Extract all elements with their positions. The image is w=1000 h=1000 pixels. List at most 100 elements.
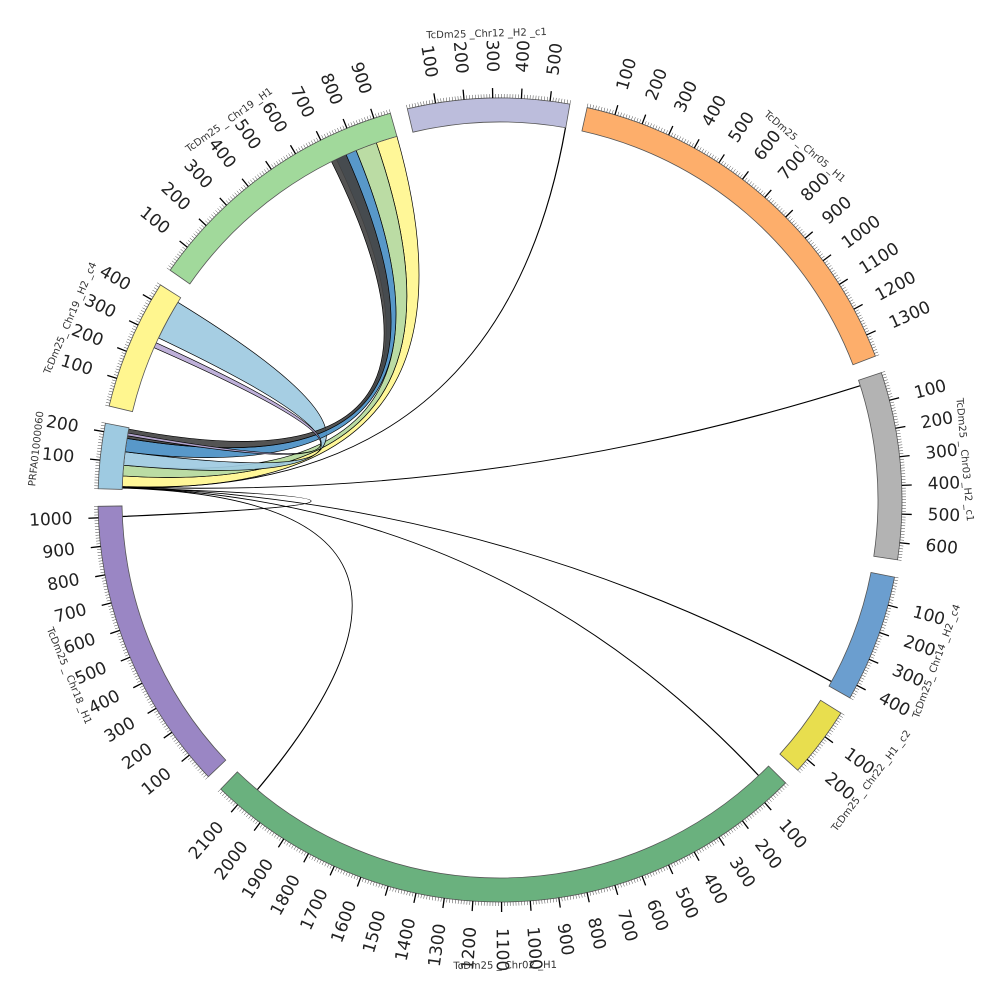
minor-tick — [890, 404, 895, 407]
minor-tick — [848, 296, 852, 300]
minor-tick — [892, 585, 897, 587]
minor-tick — [766, 800, 770, 804]
minor-tick — [578, 894, 580, 899]
minor-tick — [657, 869, 660, 874]
tick-label: 100 — [136, 203, 174, 239]
minor-tick — [370, 880, 372, 885]
minor-tick — [286, 841, 289, 846]
minor-tick — [846, 294, 851, 297]
minor-tick — [606, 887, 608, 892]
minor-tick — [622, 882, 625, 887]
minor-tick — [109, 610, 114, 613]
minor-tick — [897, 556, 902, 558]
minor-tick — [872, 346, 877, 349]
minor-tick — [264, 827, 268, 832]
minor-tick — [173, 739, 178, 742]
minor-tick — [293, 846, 297, 850]
minor-tick — [105, 404, 110, 407]
minor-tick — [676, 135, 679, 139]
minor-tick — [381, 884, 383, 889]
minor-tick — [603, 107, 606, 112]
minor-tick — [597, 889, 600, 894]
minor-tick — [110, 613, 115, 616]
minor-tick — [566, 99, 569, 104]
minor-tick — [367, 879, 370, 884]
minor-tick — [364, 117, 366, 122]
minor-tick — [676, 861, 679, 865]
minor-tick — [823, 738, 827, 742]
minor-tick — [113, 621, 118, 624]
minor-tick — [636, 877, 639, 882]
minor-tick — [106, 399, 111, 401]
minor-tick — [375, 113, 377, 118]
minor-tick — [361, 878, 364, 882]
major-tick — [718, 154, 725, 164]
minor-tick — [840, 284, 845, 288]
minor-tick — [211, 214, 215, 218]
segment-band-3 — [406, 97, 571, 133]
minor-tick — [873, 349, 878, 352]
tick-label: 1000 — [838, 211, 885, 253]
minor-tick — [431, 99, 433, 104]
minor-tick — [819, 253, 823, 257]
minor-tick — [143, 304, 148, 308]
minor-tick — [768, 198, 772, 202]
major-tick — [868, 658, 879, 664]
major-tick — [253, 822, 261, 831]
minor-tick — [409, 891, 411, 896]
major-tick — [198, 218, 207, 227]
tick-label: 400 — [86, 686, 124, 719]
minor-tick — [799, 228, 803, 232]
minor-tick — [166, 729, 171, 733]
minor-tick — [787, 216, 791, 220]
minor-tick — [815, 248, 820, 252]
minor-tick — [99, 566, 104, 568]
minor-tick — [617, 884, 620, 889]
minor-tick — [239, 808, 243, 812]
link-ribbon-9 — [121, 486, 833, 683]
minor-tick — [803, 233, 807, 237]
minor-tick — [355, 120, 358, 125]
major-tick — [181, 754, 190, 762]
major-tick — [614, 105, 619, 115]
minor-tick — [189, 759, 194, 763]
minor-tick — [893, 418, 898, 421]
minor-tick — [652, 871, 655, 876]
minor-tick — [138, 315, 143, 318]
minor-tick — [760, 190, 764, 194]
minor-tick — [400, 889, 403, 894]
minor-tick — [885, 613, 890, 615]
minor-tick — [701, 148, 704, 153]
minor-tick — [730, 167, 734, 172]
tick-label: 1400 — [392, 916, 421, 962]
minor-tick — [361, 118, 364, 123]
minor-tick — [862, 325, 867, 328]
minor-tick — [191, 761, 196, 765]
minor-tick — [136, 317, 141, 321]
minor-tick — [141, 688, 145, 691]
minor-tick — [647, 873, 650, 878]
minor-tick — [100, 568, 105, 571]
minor-tick — [109, 388, 114, 390]
link-ribbon-8 — [121, 486, 760, 777]
minor-tick — [106, 599, 111, 602]
major-tick — [764, 189, 772, 198]
minor-tick — [412, 892, 414, 897]
tick-label: 900 — [41, 540, 76, 564]
minor-tick — [337, 868, 340, 873]
minor-tick — [182, 750, 186, 754]
minor-tick — [411, 103, 414, 108]
minor-tick — [153, 287, 158, 290]
major-tick — [442, 898, 445, 909]
minor-tick — [842, 286, 846, 290]
tick-label: 800 — [315, 70, 346, 108]
major-tick — [558, 897, 561, 908]
minor-tick — [155, 712, 160, 716]
minor-tick — [561, 98, 563, 103]
minor-tick — [372, 881, 375, 886]
minor-tick — [389, 109, 391, 114]
minor-tick — [801, 765, 805, 769]
minor-tick — [893, 579, 898, 581]
minor-tick — [129, 333, 134, 336]
